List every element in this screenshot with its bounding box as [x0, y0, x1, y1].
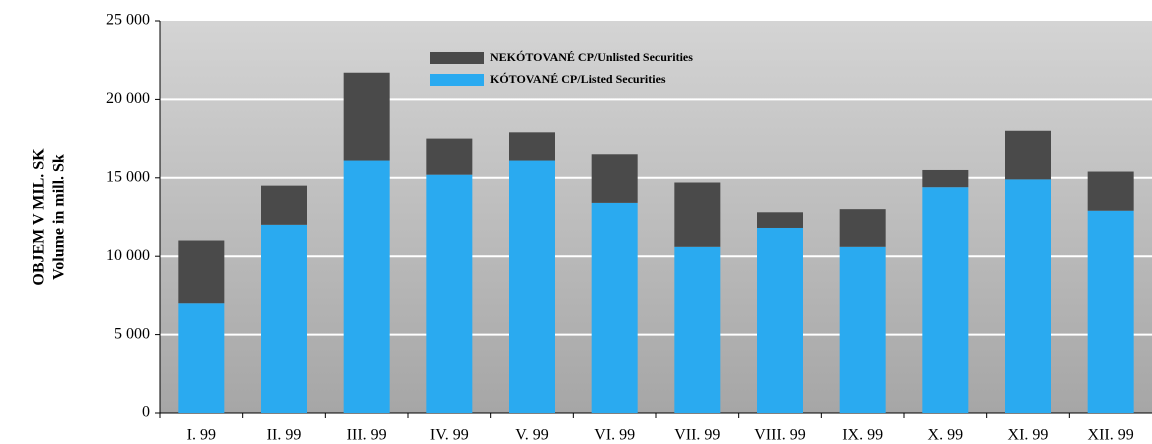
bar-segment: [178, 303, 225, 413]
x-tick-label: VII. 99: [674, 427, 720, 444]
bar-segment: [839, 246, 886, 413]
bar-segment: [1087, 210, 1134, 413]
x-tick-label: V. 99: [515, 427, 549, 444]
bar-segment: [922, 187, 969, 413]
bar-segment: [757, 212, 803, 228]
x-tick-label: XI. 99: [1008, 427, 1049, 444]
x-tick-label: X. 99: [928, 427, 964, 444]
bar-segment: [674, 246, 721, 413]
bar-segment: [1005, 179, 1051, 413]
x-tick-label: IX. 99: [842, 427, 883, 444]
bar-segment: [343, 160, 390, 413]
bar-segment: [1087, 171, 1134, 211]
bar-segment: [426, 138, 473, 175]
y-axis-label: Volume in mill. Sk: [51, 154, 68, 280]
bar-segment: [591, 154, 638, 203]
legend-swatch: [430, 52, 484, 64]
x-tick-label: IV. 99: [430, 427, 469, 444]
x-tick-label: VI. 99: [594, 427, 635, 444]
legend-swatch: [430, 74, 484, 86]
legend-label: NEKÓTOVANÉ CP/Unlisted Securities: [490, 50, 693, 64]
legend-label: KÓTOVANÉ CP/Listed Securities: [490, 72, 666, 86]
plot-area: [160, 21, 1152, 413]
bar-segment: [509, 132, 555, 161]
x-tick-label: XII. 99: [1088, 427, 1134, 444]
x-tick-label: III. 99: [347, 427, 387, 444]
bar-segment: [674, 182, 721, 247]
bar-segment: [922, 169, 969, 188]
bar-segment: [509, 160, 555, 413]
y-tick-label: 25 000: [106, 12, 150, 29]
bar-segment: [343, 72, 390, 161]
x-tick-label: VIII. 99: [754, 427, 806, 444]
bar-segment: [178, 240, 225, 304]
bar-segment: [426, 174, 473, 413]
x-tick-label: I. 99: [187, 427, 216, 444]
y-tick-label: 20 000: [106, 90, 150, 107]
y-axis-label: OBJEM V MIL. SK: [31, 148, 48, 286]
y-tick-label: 15 000: [106, 168, 150, 185]
bar-segment: [839, 209, 886, 247]
y-tick-label: 0: [142, 404, 150, 421]
y-tick-label: 10 000: [106, 247, 150, 264]
bar-segment: [261, 185, 307, 225]
bar-segment: [261, 224, 307, 413]
y-tick-label: 5 000: [114, 325, 150, 342]
bar-segment: [757, 227, 803, 413]
x-tick-label: II. 99: [267, 427, 302, 444]
bar-segment: [1005, 130, 1051, 180]
bar-segment: [591, 202, 638, 413]
